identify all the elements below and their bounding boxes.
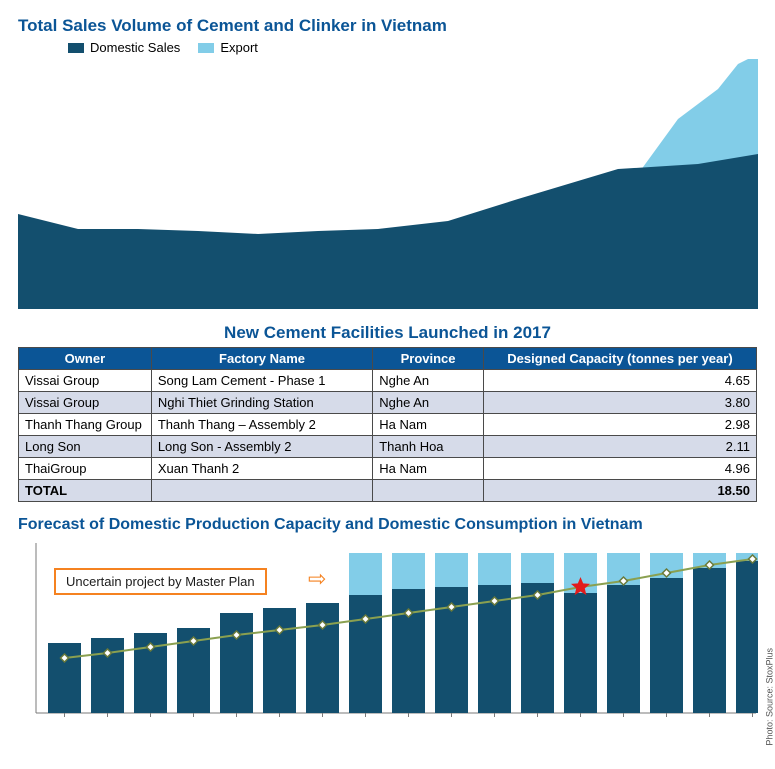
callout-arrow-icon: ⇨ [308,568,326,590]
legend-label-domestic: Domestic Sales [90,40,180,55]
table-header: Owner [19,348,152,370]
facilities-table: OwnerFactory NameProvinceDesigned Capaci… [18,347,757,502]
legend-item-export: Export [198,40,258,55]
legend-swatch-domestic [68,43,84,53]
legend-swatch-export [198,43,214,53]
table-row: Thanh Thang GroupThanh Thang – Assembly … [19,414,757,436]
area-chart-legend: Domestic Sales Export [68,40,757,55]
bar-chart-title: Forecast of Domestic Production Capacity… [18,516,757,534]
table-row: Long SonLong Son - Assembly 2Thanh Hoa2.… [19,436,757,458]
table-row: ThaiGroupXuan Thanh 2Ha Nam4.96 [19,458,757,480]
table-header: Designed Capacity (tonnes per year) [483,348,756,370]
table-header: Province [373,348,484,370]
area-chart-title: Total Sales Volume of Cement and Clinker… [18,16,757,36]
legend-label-export: Export [220,40,258,55]
facilities-table-title: New Cement Facilities Launched in 2017 [18,323,757,343]
legend-item-domestic: Domestic Sales [68,40,180,55]
table-total-row: TOTAL18.50 [19,480,757,502]
table-row: Vissai GroupNghi Thiet Grinding StationN… [19,392,757,414]
photo-credit: Photo: Source: StoxPlus [765,648,775,746]
callout-box: Uncertain project by Master Plan [54,568,267,595]
table-header: Factory Name [151,348,372,370]
bar-chart [18,538,758,728]
area-chart [18,59,758,309]
table-row: Vissai GroupSong Lam Cement - Phase 1Ngh… [19,370,757,392]
